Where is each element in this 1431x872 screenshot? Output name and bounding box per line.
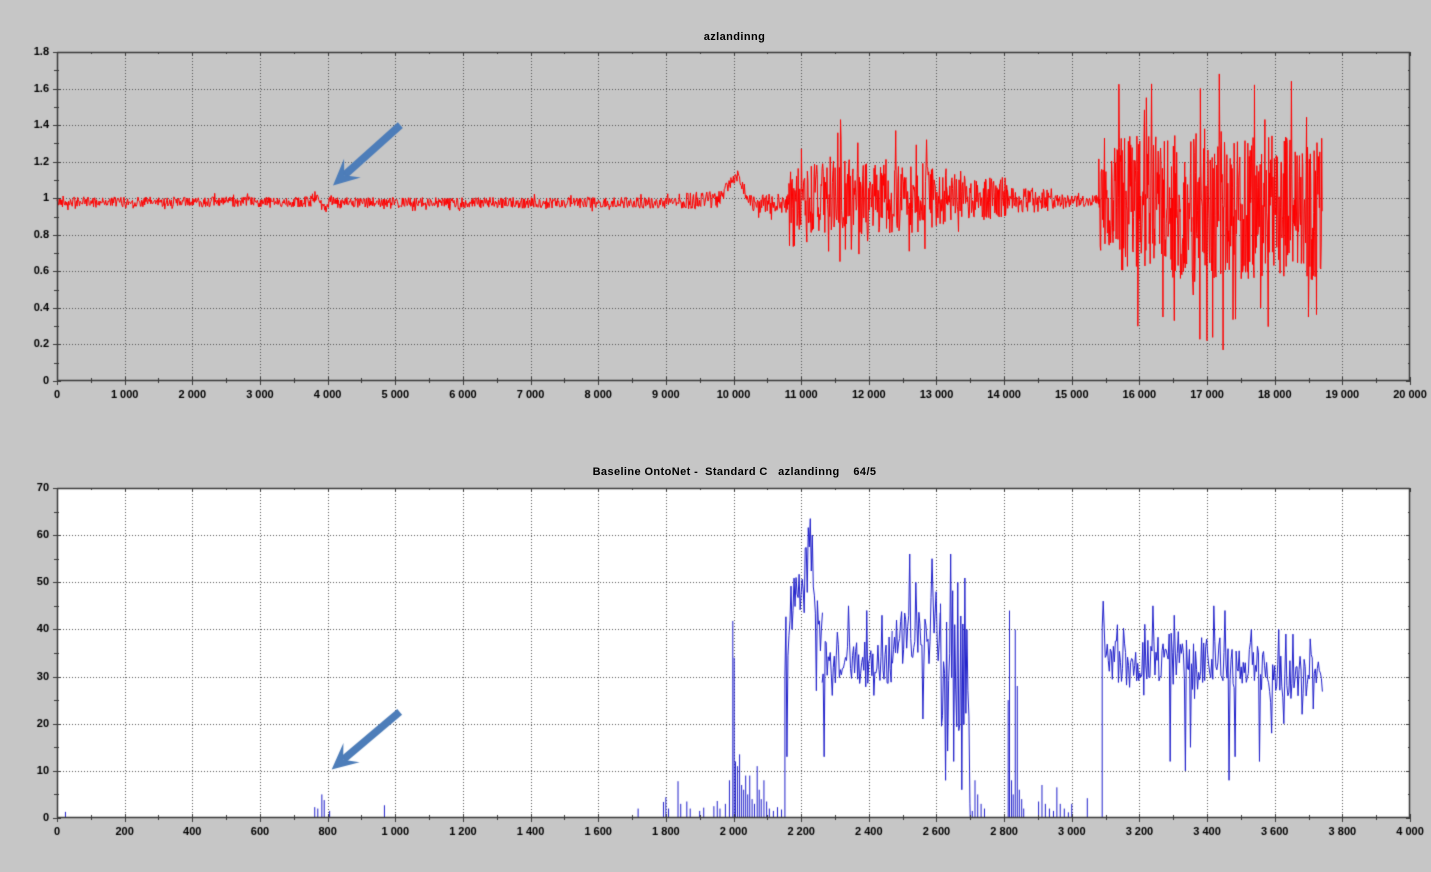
bottom-chart-title: Baseline OntoNet - Standard C azlandinng… <box>592 466 877 478</box>
top-chart-title: azlandinng <box>703 31 766 43</box>
